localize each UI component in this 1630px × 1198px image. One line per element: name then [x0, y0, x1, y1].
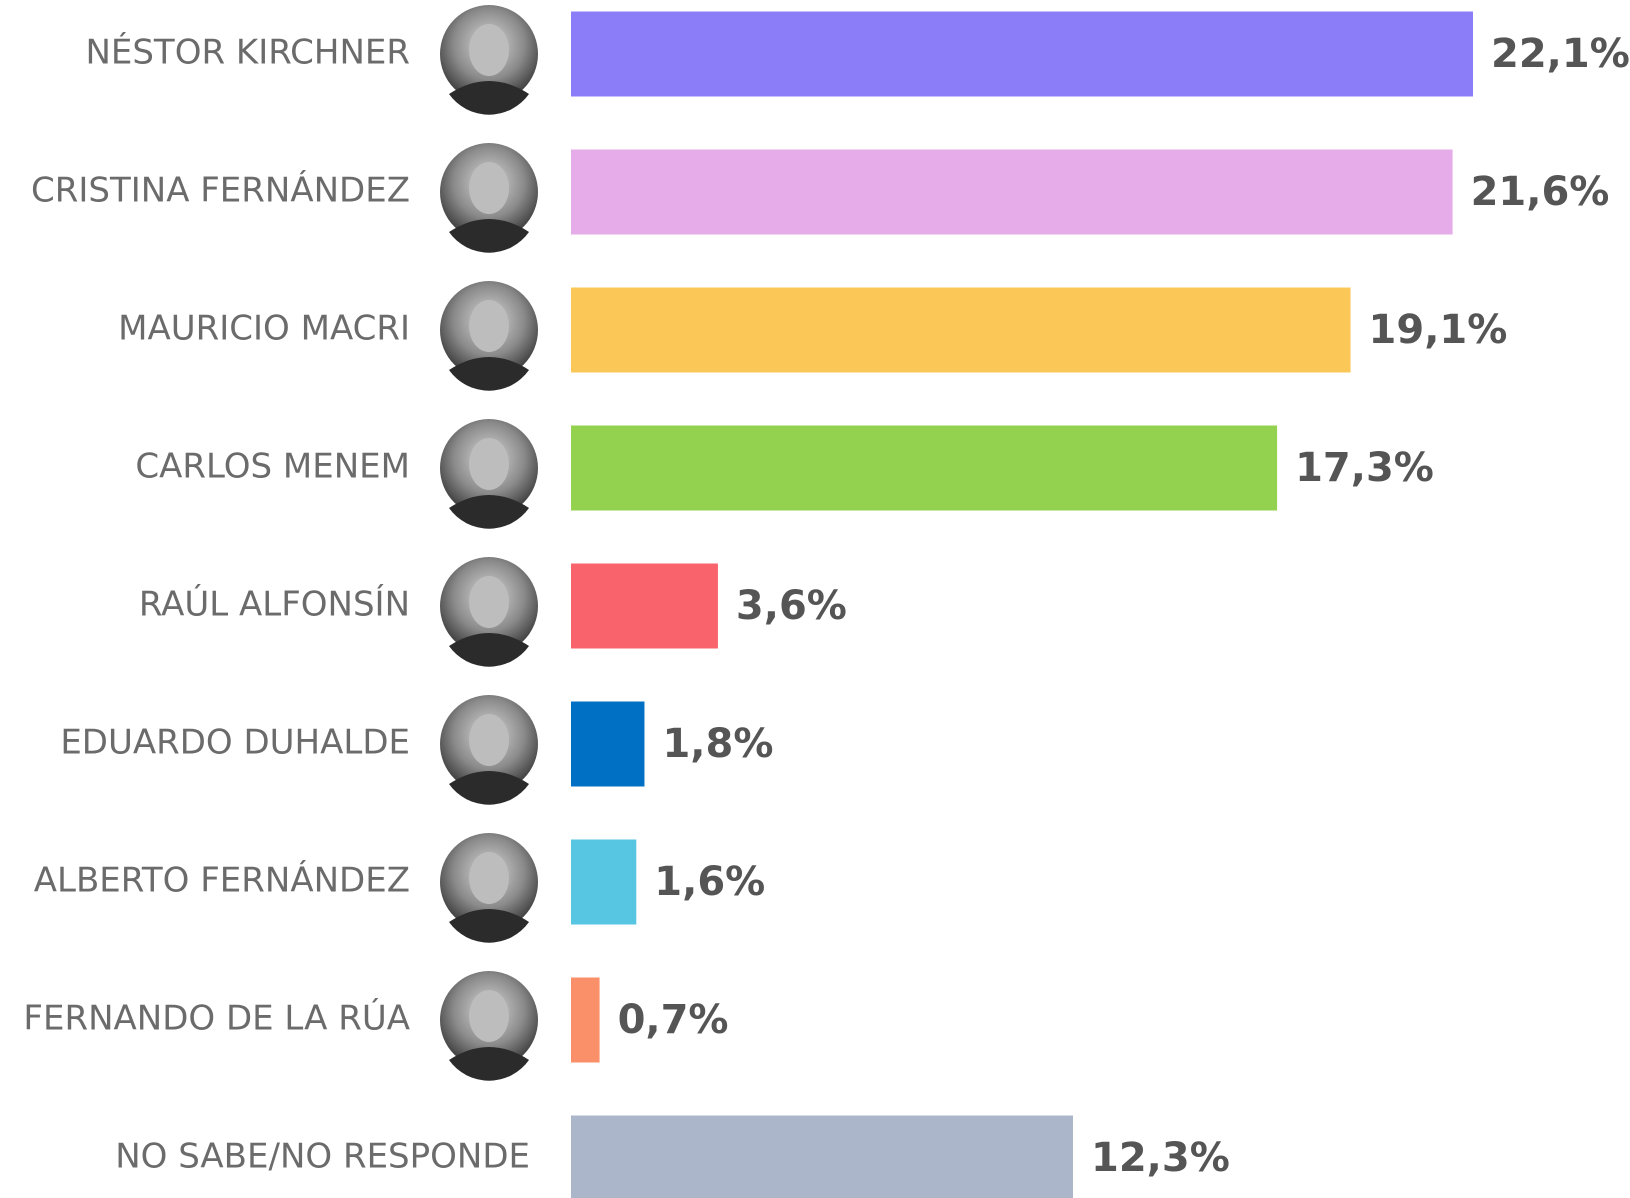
- category-label: ALBERTO FERNÁNDEZ: [34, 860, 410, 901]
- value-label: 12,3%: [1091, 1135, 1230, 1181]
- value-label: 3,6%: [736, 583, 847, 629]
- portrait-face: [469, 576, 509, 628]
- category-label: NÉSTOR KIRCHNER: [85, 32, 410, 73]
- value-label: 1,6%: [654, 859, 765, 905]
- value-label: 0,7%: [618, 997, 729, 1043]
- bar: [571, 12, 1473, 97]
- portrait-face: [469, 714, 509, 766]
- portrait-face: [469, 990, 509, 1042]
- portrait-face: [469, 24, 509, 76]
- portrait-face: [469, 438, 509, 490]
- bar: [571, 288, 1351, 373]
- bar: [571, 978, 600, 1063]
- value-label: 17,3%: [1295, 445, 1434, 491]
- category-label: NO SABE/NO RESPONDE: [115, 1137, 530, 1177]
- value-label: 19,1%: [1369, 307, 1508, 353]
- bar: [571, 426, 1277, 511]
- category-label: MAURICIO MACRI: [118, 309, 410, 349]
- page: {"chart_data": {"type": "bar", "orientat…: [0, 0, 1630, 1198]
- category-label: EDUARDO DUHALDE: [60, 723, 410, 763]
- value-label: 22,1%: [1491, 31, 1630, 77]
- bar: [571, 702, 644, 787]
- category-label: RAÚL ALFONSÍN: [139, 584, 410, 625]
- chart: NÉSTOR KIRCHNER 22,1% CRISTINA FERNÁNDEZ 21…: [0, 0, 1630, 1198]
- portrait-face: [469, 852, 509, 904]
- portrait-face: [469, 300, 509, 352]
- value-label: 21,6%: [1471, 169, 1610, 215]
- portrait-face: [469, 162, 509, 214]
- bar: [571, 840, 636, 925]
- category-label: CARLOS MENEM: [135, 447, 410, 487]
- category-label: FERNANDO DE LA RÚA: [23, 998, 410, 1039]
- bar: [571, 564, 718, 649]
- bar: [571, 150, 1453, 235]
- bar: [571, 1116, 1073, 1198]
- category-label: CRISTINA FERNÁNDEZ: [31, 170, 410, 211]
- value-label: 1,8%: [662, 721, 773, 767]
